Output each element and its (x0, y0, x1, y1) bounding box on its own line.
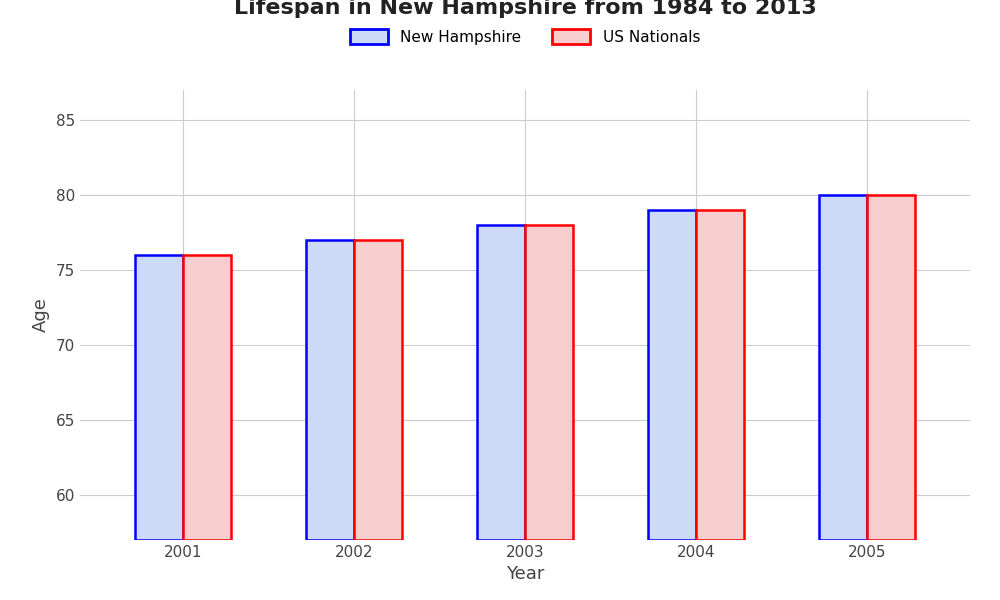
Bar (354, 240, 402, 540)
Bar (696, 210, 744, 540)
Bar (183, 255, 231, 540)
Bar (525, 225, 573, 540)
Bar (867, 195, 915, 540)
Bar (306, 240, 354, 540)
Bar (648, 210, 696, 540)
Bar (819, 195, 867, 540)
Title: Lifespan in New Hampshire from 1984 to 2013: Lifespan in New Hampshire from 1984 to 2… (234, 0, 816, 17)
Legend: New Hampshire, US Nationals: New Hampshire, US Nationals (342, 21, 708, 52)
X-axis label: Year: Year (506, 565, 544, 583)
Bar (135, 255, 183, 540)
Y-axis label: Age: Age (32, 298, 50, 332)
Bar (477, 225, 525, 540)
